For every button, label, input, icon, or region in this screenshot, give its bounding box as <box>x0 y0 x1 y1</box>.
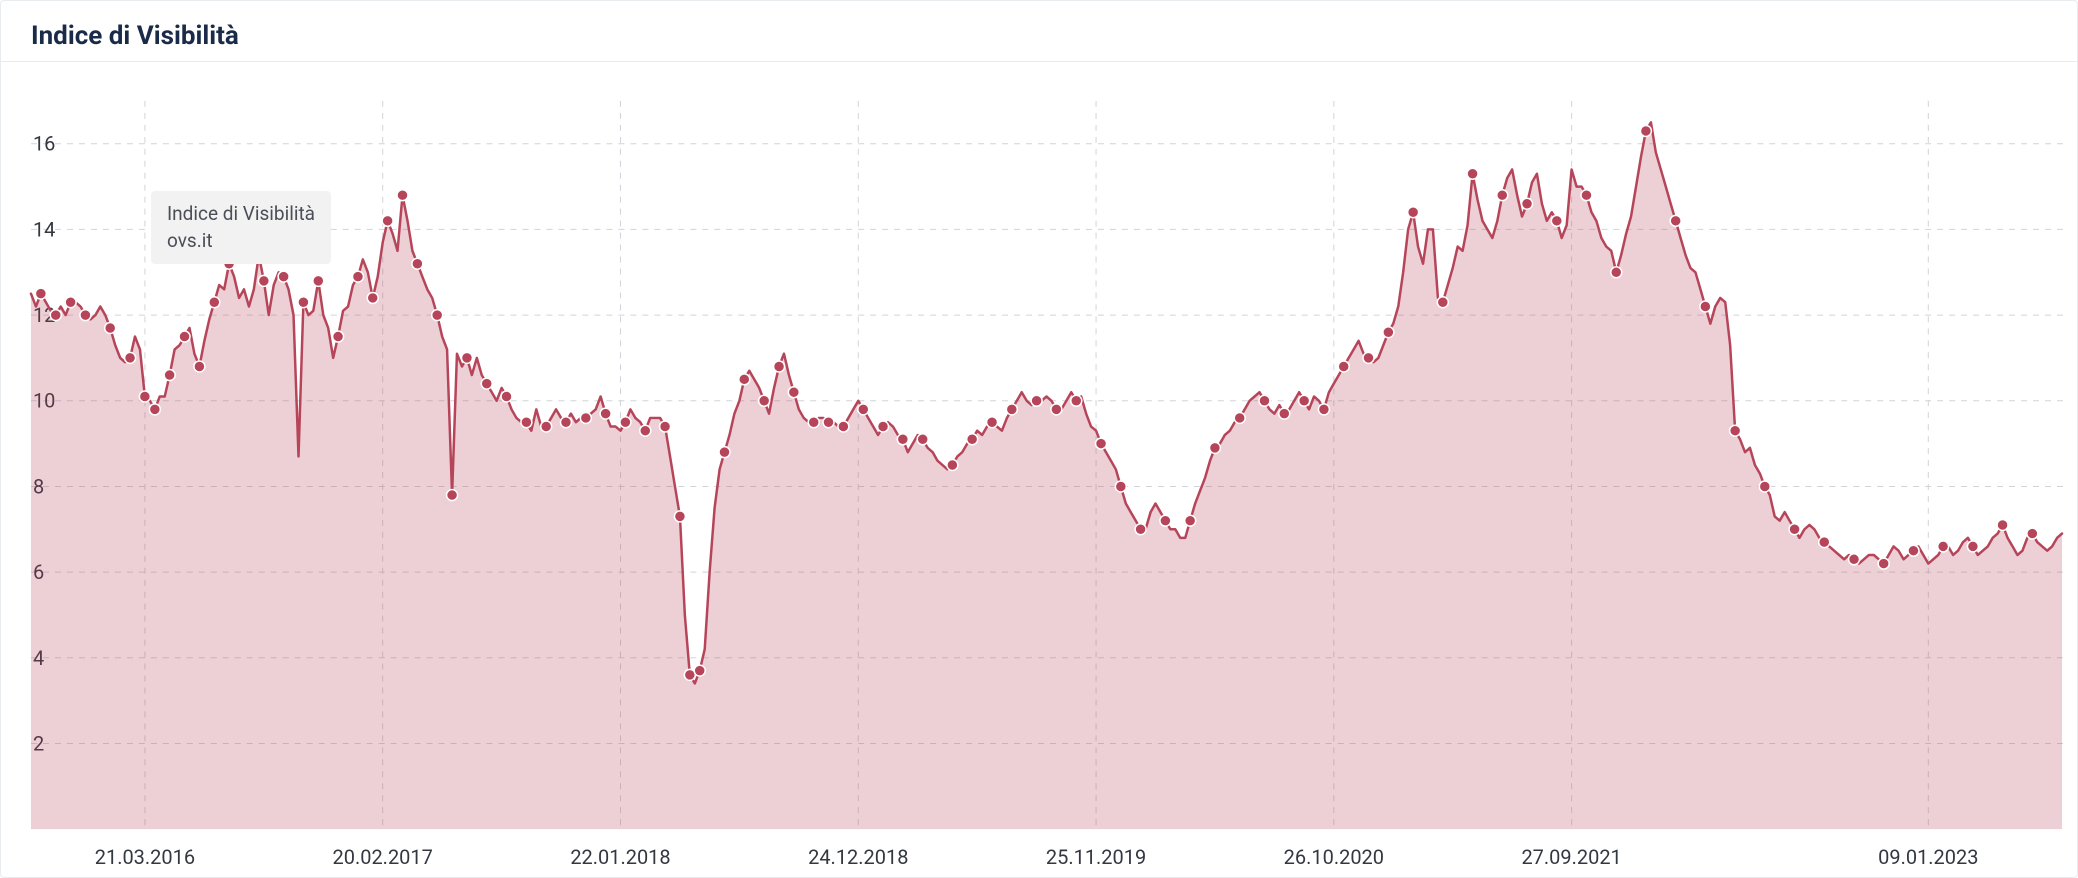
chart-area[interactable]: 24681012141621.03.201620.02.201722.01.20… <box>1 71 2077 877</box>
svg-text:09.01.2023: 09.01.2023 <box>1878 845 1978 869</box>
chart-card: Indice di Visibilità 24681012141621.03.2… <box>0 0 2078 878</box>
legend-line-2: ovs.it <box>167 228 315 255</box>
card-header: Indice di Visibilità <box>1 1 2077 62</box>
svg-text:24.12.2018: 24.12.2018 <box>808 845 908 869</box>
svg-text:22.01.2018: 22.01.2018 <box>570 845 670 869</box>
svg-text:14: 14 <box>33 217 55 241</box>
legend-line-1: Indice di Visibilità <box>167 201 315 228</box>
svg-text:25.11.2019: 25.11.2019 <box>1046 845 1146 869</box>
svg-text:26.10.2020: 26.10.2020 <box>1284 845 1384 869</box>
svg-text:27.09.2021: 27.09.2021 <box>1521 845 1621 869</box>
chart-title: Indice di Visibilità <box>31 21 2047 51</box>
svg-text:16: 16 <box>33 132 55 156</box>
svg-text:21.03.2016: 21.03.2016 <box>95 845 195 869</box>
legend-tooltip: Indice di Visibilità ovs.it <box>151 191 331 264</box>
svg-text:20.02.2017: 20.02.2017 <box>333 845 433 869</box>
